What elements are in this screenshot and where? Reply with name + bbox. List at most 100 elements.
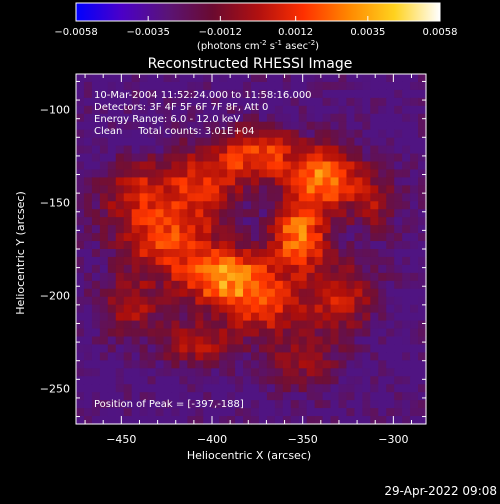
heatmap-cell: [370, 272, 379, 282]
heatmap-cell: [410, 296, 419, 306]
heatmap-cell: [410, 233, 419, 242]
heatmap-cell: [179, 169, 188, 178]
heatmap-cell: [354, 145, 363, 155]
heatmap-cell: [410, 376, 419, 385]
heatmap-cell: [83, 288, 93, 298]
heatmap-cell: [346, 272, 355, 282]
heatmap-cell: [91, 312, 101, 322]
heatmap-cell: [394, 360, 403, 369]
heatmap-cell: [243, 376, 252, 385]
heatmap-cell: [338, 217, 348, 226]
heatmap-cell: [322, 74, 332, 83]
heatmap-cell: [314, 201, 324, 210]
heatmap-cell: [155, 272, 165, 282]
heatmap-cell: [155, 233, 165, 242]
heatmap-cell: [179, 177, 188, 186]
heatmap-cell: [83, 336, 93, 346]
heatmap-cell: [274, 360, 284, 369]
heatmap-cell: [179, 145, 188, 155]
heatmap-cell: [99, 392, 109, 401]
heatmap-cell: [410, 360, 419, 369]
heatmap-cell: [370, 105, 379, 115]
heatmap-cell: [139, 233, 149, 242]
heatmap-cell: [338, 312, 348, 322]
heatmap-cell: [76, 249, 85, 258]
heatmap-cell: [187, 129, 196, 139]
heatmap-cell: [179, 217, 188, 226]
heatmap-cell: [163, 320, 173, 330]
heatmap-cell: [330, 296, 340, 306]
heatmap-cell: [386, 296, 395, 306]
heatmap-cell: [354, 81, 363, 91]
heatmap-cell: [298, 145, 308, 155]
heatmap-cell: [243, 121, 252, 131]
heatmap-cell: [115, 74, 125, 83]
heatmap-cell: [131, 161, 141, 171]
heatmap-cell: [171, 344, 180, 353]
heatmap-cell: [219, 344, 228, 353]
heatmap-cell: [99, 153, 109, 163]
heatmap-cell: [314, 408, 324, 417]
heatmap-cell: [274, 272, 284, 282]
heatmap-cell: [362, 256, 371, 266]
heatmap-cell: [298, 312, 308, 322]
heatmap-cell: [107, 368, 117, 377]
heatmap-cell: [139, 161, 149, 171]
heatmap-cell: [115, 201, 125, 210]
heatmap-cell: [298, 153, 308, 163]
heatmap-cell: [179, 296, 188, 306]
heatmap-cell: [418, 97, 427, 107]
heatmap-cell: [83, 217, 93, 226]
heatmap-cell: [99, 336, 109, 346]
heatmap-cell: [99, 105, 109, 115]
heatmap-cell: [306, 416, 316, 425]
heatmap-cell: [258, 392, 268, 401]
heatmap-cell: [330, 336, 340, 346]
heatmap-cell: [91, 209, 101, 218]
heatmap-cell: [370, 201, 379, 210]
heatmap-cell: [203, 280, 212, 290]
heatmap-cell: [187, 256, 196, 266]
colorbar-unit-label: (photons cm-2 s-1 asec-2): [197, 39, 319, 52]
heatmap-cell: [354, 296, 363, 306]
heatmap-cell: [203, 233, 212, 242]
heatmap-cell: [163, 225, 173, 234]
heatmap-cell: [330, 288, 340, 298]
heatmap-cell: [394, 416, 403, 425]
heatmap-cell: [306, 241, 316, 250]
heatmap-cell: [394, 328, 403, 338]
heatmap-cell: [306, 296, 316, 306]
heatmap-cell: [115, 312, 125, 322]
heatmap-cell: [282, 113, 292, 123]
heatmap-cell: [235, 105, 244, 115]
heatmap-cell: [139, 384, 149, 393]
heatmap-cell: [394, 312, 403, 322]
heatmap-cell: [338, 74, 348, 83]
heatmap-cell: [211, 328, 220, 338]
heatmap-cell: [171, 352, 180, 361]
heatmap-cell: [187, 145, 196, 155]
heatmap-cell: [147, 241, 157, 250]
heatmap-cell: [251, 256, 260, 266]
heatmap-cell: [251, 81, 260, 91]
heatmap-cell: [123, 352, 133, 361]
heatmap-cell: [394, 177, 403, 186]
heatmap-cell: [211, 352, 220, 361]
heatmap-cell: [266, 137, 276, 147]
heatmap-cell: [155, 249, 165, 258]
heatmap-cell: [394, 368, 403, 377]
heatmap-cell: [314, 161, 324, 171]
heatmap-cell: [115, 137, 125, 147]
heatmap-cell: [243, 368, 252, 377]
heatmap-cell: [107, 360, 117, 369]
heatmap-cell: [338, 209, 348, 218]
heatmap-cell: [346, 249, 355, 258]
x-tick-label: −350: [288, 433, 318, 446]
heatmap-cell: [354, 209, 363, 218]
heatmap-cell: [219, 392, 228, 401]
heatmap-cell: [418, 81, 427, 91]
colorbar-tick-label: −0.0012: [199, 27, 242, 38]
heatmap-cell: [83, 185, 93, 194]
heatmap-cell: [370, 352, 379, 361]
heatmap-cell: [370, 304, 379, 314]
